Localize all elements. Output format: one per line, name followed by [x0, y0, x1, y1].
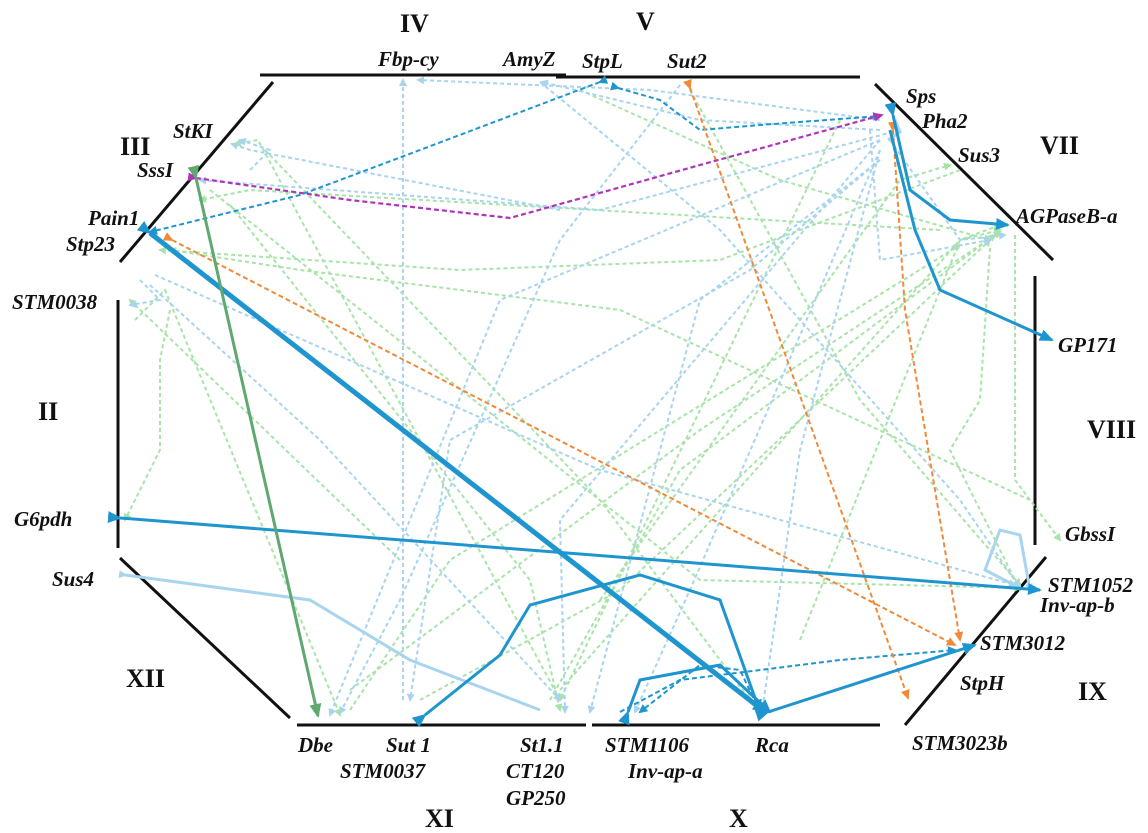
edge — [233, 138, 561, 701]
chromosome-labels: III IV V VII VIII IX X XI XII II — [38, 7, 1136, 833]
chromosome-label-iii: III — [120, 132, 150, 161]
edge — [134, 288, 342, 717]
chromosome-label-xi: XI — [425, 804, 454, 833]
gene-label-stm0038: STM0038 — [12, 290, 98, 314]
edge-sps-agpaseb — [884, 101, 1010, 230]
gene-label-agpaseba: AGPaseB-a — [1014, 204, 1118, 228]
chromosome-bar-xii — [118, 556, 292, 720]
chromosome-label-ii: II — [38, 397, 58, 426]
chromosome-label-iv: IV — [400, 9, 429, 38]
edge — [229, 204, 563, 712]
chromosome-label-xii: XII — [126, 664, 165, 693]
edge — [416, 76, 881, 121]
gene-label-st11: St1.1 — [520, 733, 564, 757]
edge — [209, 189, 1022, 592]
gene-label-stm3023b: STM3023b — [912, 731, 1008, 755]
edge-stm1106-stph — [619, 646, 957, 713]
edge-rca-stm1106 — [638, 663, 761, 714]
gene-label-stm1052: STM1052 — [1048, 573, 1134, 597]
edge — [128, 279, 163, 308]
gene-labels: StKI SssI Pain1 Stp23 STM0038 G6pdh Sus4… — [12, 47, 1134, 810]
gene-label-stm3012: STM3012 — [980, 631, 1066, 655]
gene-label-stpl: StpL — [582, 49, 623, 73]
gene-label-gbss1: GbssI — [1065, 522, 1116, 546]
gene-label-sut1: Sut 1 — [386, 733, 431, 757]
gene-label-g6pdh: G6pdh — [14, 507, 72, 531]
orange-edges — [162, 78, 964, 700]
gene-label-invapb: Inv-ap-b — [1039, 593, 1115, 617]
gene-label-sps: Sps — [906, 84, 936, 108]
chromosome-label-v: V — [636, 7, 655, 36]
gene-label-stki: StKI — [173, 119, 214, 143]
edge — [559, 119, 841, 702]
edge-sut1-rca — [411, 573, 762, 728]
gene-label-invapa: Inv-ap-a — [627, 759, 703, 783]
edge-sss1-sps — [187, 112, 884, 220]
edge — [124, 309, 171, 522]
chromosome-label-ix: IX — [1078, 677, 1107, 706]
edge-sps-gp171 — [888, 129, 1054, 342]
gene-label-ct120: CT120 — [506, 759, 565, 783]
edge-sss1-dbe — [187, 164, 322, 718]
gene-label-gp171: GP171 — [1058, 333, 1118, 357]
gene-label-gp250: GP250 — [506, 786, 566, 810]
edge-stm1052-loop — [983, 528, 1033, 592]
edge — [633, 149, 881, 714]
gene-label-sus3: Sus3 — [958, 143, 1000, 167]
gene-label-sss1: SssI — [137, 158, 174, 182]
edge — [349, 243, 962, 711]
edge-stm1106-rca — [618, 663, 772, 726]
gene-label-amyz: AmyZ — [501, 47, 556, 71]
edge-sus4-st11 — [118, 570, 541, 712]
gene-label-fbpcy: Fbp-cy — [377, 47, 439, 71]
edge — [1014, 235, 1062, 542]
edge — [558, 139, 881, 714]
gene-label-stm0037: STM0037 — [340, 759, 427, 783]
chromosome-bars — [116, 73, 1055, 727]
chromosome-label-viii: VIII — [1087, 415, 1136, 444]
edge — [540, 79, 881, 131]
edge — [198, 188, 941, 231]
blue-dotted-edges — [148, 75, 957, 714]
gene-label-pain1: Pain1 — [87, 206, 139, 230]
light-blue-solid-edges — [118, 119, 1033, 712]
edge — [238, 138, 272, 171]
edge-rca-stm3012 — [754, 642, 977, 722]
edge — [339, 84, 681, 715]
edge-pain1-rca — [136, 220, 767, 714]
gene-label-sut2: Sut2 — [667, 49, 707, 73]
edge — [198, 129, 901, 212]
gene-label-stm1106: STM1106 — [605, 733, 690, 757]
light-blue-edges — [128, 76, 1022, 717]
edge — [149, 284, 562, 702]
gene-label-stp23: Stp23 — [66, 232, 115, 256]
gene-label-stph: StpH — [960, 671, 1005, 695]
chromosome-label-x: X — [729, 804, 748, 833]
chromosome-label-vii: VII — [1040, 131, 1079, 160]
edge-stpl-pain1 — [148, 75, 609, 235]
gene-label-pha2: Pha2 — [921, 109, 968, 133]
gene-label-dbe: Dbe — [297, 733, 333, 757]
gene-label-sus4: Sus4 — [52, 567, 94, 591]
gene-label-rca: Rca — [754, 733, 789, 757]
